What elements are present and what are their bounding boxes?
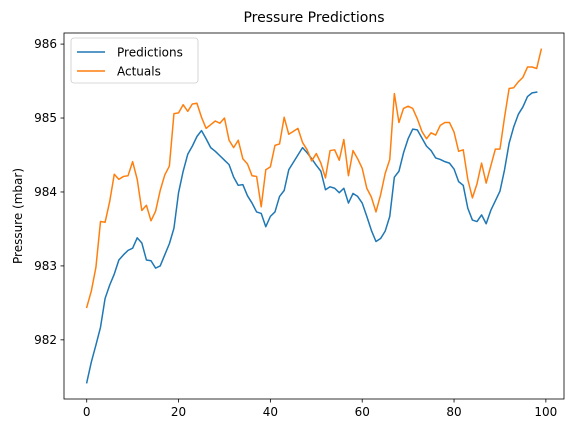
x-tick-label: 100 — [534, 405, 557, 419]
y-tick-label: 986 — [34, 37, 57, 51]
y-tick-label: 983 — [34, 259, 57, 273]
series-line-predictions — [85, 91, 538, 384]
x-tick-label: 20 — [171, 405, 186, 419]
plot-area: 0 20 40 60 80 100 982 983 984 985 986 Predictions Ac… — [34, 32, 565, 419]
plot-frame — [63, 32, 565, 400]
legend-label-predictions: Predictions — [117, 46, 183, 60]
x-tick-label: 40 — [263, 405, 278, 419]
y-axis-label: Pressure (mbar) — [11, 168, 25, 264]
x-tick-label: 60 — [355, 405, 370, 419]
x-tick-label: 0 — [83, 405, 91, 419]
series-line-actuals — [85, 48, 543, 309]
chart-title: Pressure Predictions — [243, 10, 384, 26]
y-tick-label: 984 — [34, 185, 57, 199]
x-tick-label: 80 — [446, 405, 461, 419]
y-tick-label: 985 — [34, 111, 57, 125]
legend-label-actuals: Actuals — [117, 65, 161, 79]
y-tick-label: 982 — [34, 333, 57, 347]
